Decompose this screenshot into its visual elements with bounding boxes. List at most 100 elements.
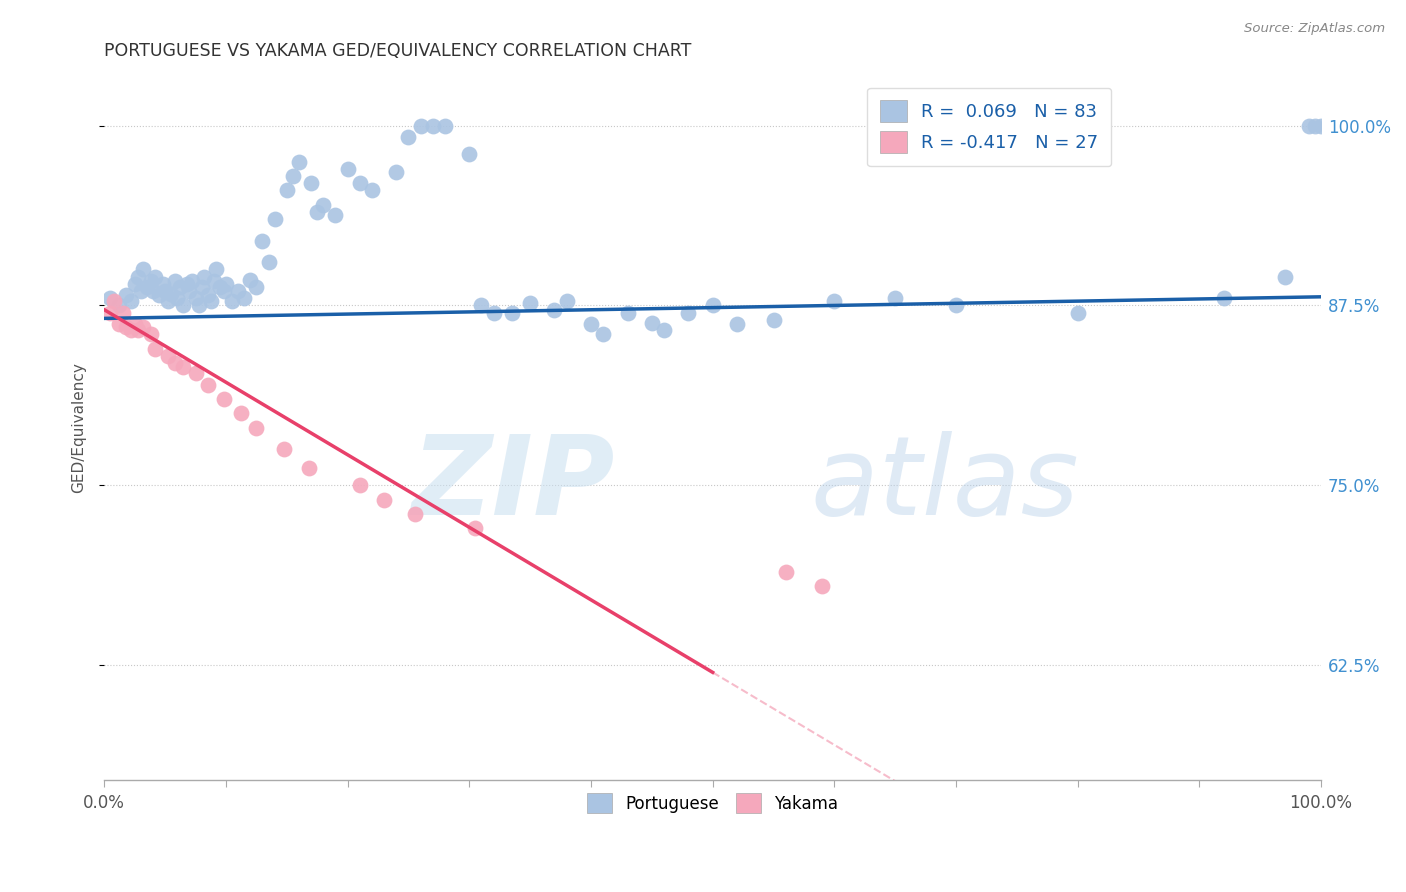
Point	[702, 298, 724, 312]
Point	[263, 212, 285, 227]
Point	[142, 284, 165, 298]
Point	[166, 291, 188, 305]
Point	[197, 377, 219, 392]
Point	[762, 313, 785, 327]
Point	[103, 294, 125, 309]
Point	[205, 262, 228, 277]
Point	[543, 302, 565, 317]
Point	[100, 291, 122, 305]
Point	[190, 279, 212, 293]
Point	[1298, 119, 1320, 133]
Point	[184, 366, 207, 380]
Point	[245, 421, 267, 435]
Point	[108, 298, 131, 312]
Point	[1067, 305, 1090, 319]
Point	[156, 294, 179, 309]
Point	[184, 291, 207, 305]
Point	[108, 317, 131, 331]
Point	[325, 208, 347, 222]
Point	[100, 305, 122, 319]
Point	[945, 298, 967, 312]
Point	[257, 255, 280, 269]
Point	[775, 565, 797, 579]
Point	[124, 277, 146, 291]
Point	[398, 130, 420, 145]
Point	[163, 274, 186, 288]
Point	[307, 205, 329, 219]
Point	[215, 277, 238, 291]
Point	[281, 169, 304, 183]
Point	[1303, 119, 1326, 133]
Point	[179, 284, 201, 298]
Point	[409, 119, 432, 133]
Point	[145, 342, 167, 356]
Point	[221, 294, 243, 309]
Point	[139, 327, 162, 342]
Point	[433, 119, 456, 133]
Point	[725, 317, 748, 331]
Legend: Portuguese, Yakama: Portuguese, Yakama	[575, 781, 849, 825]
Point	[336, 161, 359, 176]
Point	[135, 279, 157, 293]
Point	[1310, 119, 1333, 133]
Point	[245, 279, 267, 293]
Point	[176, 277, 198, 291]
Point	[124, 317, 146, 331]
Point	[148, 288, 170, 302]
Point	[361, 183, 384, 197]
Point	[229, 406, 252, 420]
Point	[180, 274, 202, 288]
Point	[349, 176, 371, 190]
Text: PORTUGUESE VS YAKAMA GED/EQUIVALENCY CORRELATION CHART: PORTUGUESE VS YAKAMA GED/EQUIVALENCY COR…	[104, 42, 692, 60]
Point	[252, 234, 274, 248]
Point	[129, 284, 152, 298]
Point	[422, 119, 444, 133]
Point	[349, 478, 371, 492]
Point	[163, 356, 186, 370]
Point	[188, 298, 211, 312]
Text: atlas: atlas	[810, 431, 1078, 538]
Point	[145, 269, 167, 284]
Point	[404, 507, 426, 521]
Point	[299, 176, 322, 190]
Point	[111, 305, 134, 319]
Point	[233, 291, 256, 305]
Point	[458, 147, 481, 161]
Point	[519, 295, 541, 310]
Point	[641, 316, 664, 330]
Point	[115, 320, 138, 334]
Point	[823, 294, 845, 309]
Point	[385, 164, 408, 178]
Point	[200, 294, 222, 309]
Point	[132, 262, 155, 277]
Point	[156, 349, 179, 363]
Point	[373, 492, 395, 507]
Point	[172, 360, 194, 375]
Point	[1212, 291, 1234, 305]
Point	[470, 298, 492, 312]
Point	[172, 298, 194, 312]
Point	[592, 327, 614, 342]
Point	[811, 579, 834, 593]
Point	[127, 323, 149, 337]
Point	[298, 461, 321, 475]
Point	[160, 287, 183, 301]
Point	[212, 284, 235, 298]
Point	[212, 392, 235, 406]
Point	[501, 305, 523, 319]
Point	[884, 291, 907, 305]
Point	[139, 274, 162, 288]
Point	[152, 277, 174, 291]
Point	[678, 305, 700, 319]
Point	[1274, 269, 1296, 284]
Point	[226, 284, 249, 298]
Point	[288, 154, 311, 169]
Y-axis label: GED/Equivalency: GED/Equivalency	[72, 362, 86, 493]
Point	[652, 323, 675, 337]
Point	[127, 269, 149, 284]
Point	[120, 323, 142, 337]
Point	[132, 320, 155, 334]
Point	[169, 279, 191, 293]
Point	[208, 279, 231, 293]
Point	[312, 197, 335, 211]
